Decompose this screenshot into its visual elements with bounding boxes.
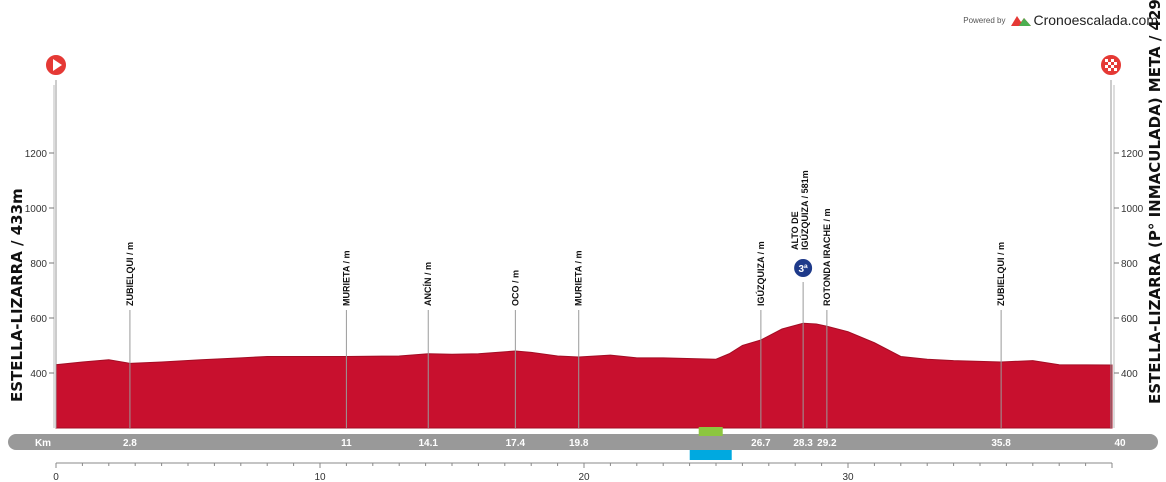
checker-square [1114, 62, 1117, 65]
left-y-tick-label: 600 [30, 314, 47, 325]
checker-square [1111, 59, 1114, 62]
checkered-flag-icon [1105, 59, 1117, 71]
powered-by-text: Powered by [963, 15, 1006, 25]
play-icon [53, 59, 62, 71]
brand-name: Cronoescalada.com [1033, 12, 1158, 28]
checker-square [1105, 65, 1108, 68]
checker-square [1114, 68, 1117, 71]
x-tick-label: 30 [842, 472, 854, 482]
left-y-tick-label: 1200 [25, 149, 48, 160]
checker-square [1108, 68, 1111, 71]
km-bar [8, 434, 1158, 450]
km-marker-label: 29.2 [817, 438, 837, 449]
left-y-tick-label: 1000 [25, 204, 48, 215]
right-y-tick-label: 800 [1121, 259, 1138, 270]
feed-zone-marker [689, 450, 732, 460]
x-tick-label: 20 [578, 472, 590, 482]
brand[interactable]: Powered by Cronoescalada.com [963, 12, 1158, 28]
waypoint-label: IGÚZQUIZA / m [755, 241, 766, 306]
km-marker-label: 28.3 [793, 438, 813, 449]
climb-label-line1: ALTO DE [790, 211, 800, 250]
checker-square [1108, 62, 1111, 65]
x-tick-label: 0 [53, 472, 59, 482]
waypoint-label: ROTONDA IRACHE / m [822, 208, 832, 306]
waypoint-label: MURIETA / m [574, 251, 584, 307]
right-y-tick-label: 400 [1121, 369, 1138, 380]
checker-square [1111, 65, 1114, 68]
km-marker-label: 19.8 [569, 438, 589, 449]
sprint-marker [698, 427, 723, 436]
km-marker-label: 2.8 [123, 438, 137, 449]
checker-square [1105, 59, 1108, 62]
km-bar-label: Km [35, 438, 51, 449]
km-finish-label: 40 [1114, 438, 1126, 449]
left-y-tick-label: 400 [30, 369, 47, 380]
waypoint-label: ZUBIELQUI / m [125, 242, 135, 306]
waypoint-label: OCO / m [510, 270, 520, 306]
waypoint-label: MURIETA / m [341, 251, 351, 307]
climb-category-badge [792, 257, 815, 279]
left-y-tick-label: 800 [30, 259, 47, 270]
km-marker-label: 14.1 [419, 438, 439, 449]
climb-category-text: 3ª [798, 264, 808, 275]
x-tick-label: 10 [314, 472, 326, 482]
km-marker-label: 11 [341, 438, 352, 449]
right-y-tick-label: 600 [1121, 314, 1138, 325]
right-y-tick-label: 1200 [1121, 149, 1144, 160]
km-marker-label: 26.7 [751, 438, 771, 449]
climb-label: ALTO DE IGÚZQUIZA / 581m [790, 170, 810, 250]
waypoint-label: ANCÍN / m [423, 262, 433, 306]
km-marker-label: 35.8 [991, 438, 1011, 449]
km-marker-label: 17.4 [506, 438, 526, 449]
brand-logo: Cronoescalada.com [1011, 12, 1158, 28]
right-y-tick-label: 1000 [1121, 204, 1144, 215]
elevation-profile [55, 322, 1113, 429]
waypoint-label: ZUBIELQUI / m [996, 242, 1006, 306]
mountain-icon [1011, 16, 1032, 26]
climb-label-line2: IGÚZQUIZA / 581m [799, 170, 810, 250]
